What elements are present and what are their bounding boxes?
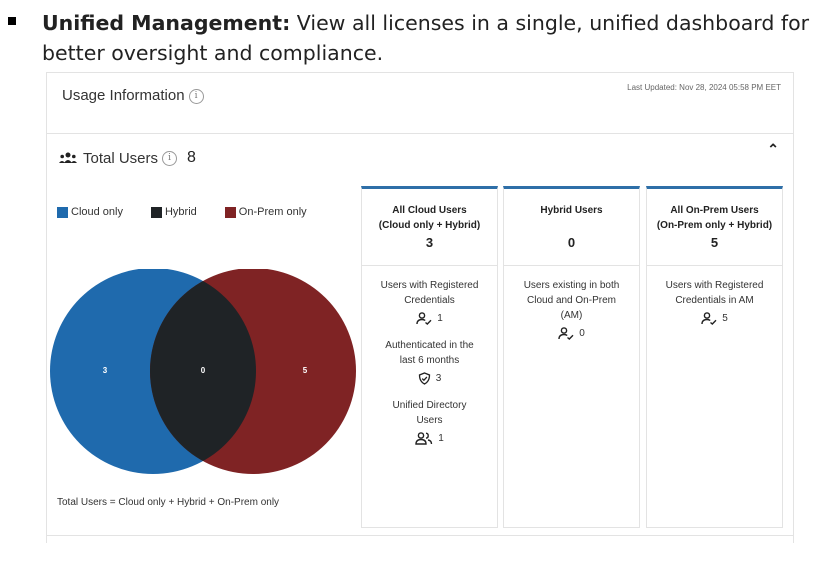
metric-label: Users with Registered: [665, 280, 764, 291]
user-check-icon: [701, 312, 717, 325]
bullet-body: View all licenses in a single, unified d…: [42, 11, 810, 65]
total-users-title: Total Users: [83, 149, 159, 167]
legend-label: On-Prem only: [238, 206, 307, 218]
metric-unified-directory: Unified Directory Users 1: [362, 398, 497, 446]
card-subtitle: (Cloud only + Hybrid): [378, 220, 481, 231]
shield-check-icon: [418, 372, 430, 385]
venn-onprem-value: 5: [303, 366, 308, 375]
venn-legend: Cloud only Hybrid On-Prem only: [57, 206, 335, 218]
metric-label: Credentials: [404, 295, 455, 306]
metric-value: 3: [435, 373, 442, 384]
total-users-count: 8: [187, 149, 196, 166]
card-title: All Cloud Users: [392, 205, 467, 216]
users-icon: [415, 432, 433, 445]
last-updated: Last Updated: Nov 28, 2024 05:58 PM EET: [627, 83, 781, 92]
metric-label: Credentials in AM: [675, 295, 754, 306]
metric-both-environments: Users existing in both Cloud and On-Prem…: [504, 278, 639, 341]
total-users-header: Total Users i 8: [59, 149, 196, 167]
metric-label: Authenticated in the: [385, 340, 474, 351]
venn-diagram: 3 0 5: [50, 269, 356, 474]
legend-swatch: [150, 206, 162, 218]
chevron-up-icon[interactable]: ⌃: [767, 141, 779, 157]
card-count: 5: [710, 235, 719, 250]
user-check-icon: [416, 312, 432, 325]
metric-value: 1: [437, 313, 443, 324]
card-header: All On-Prem Users (On-Prem only + Hybrid)…: [647, 189, 782, 266]
metric-label: (AM): [560, 310, 583, 321]
card-hybrid-users: Hybrid Users 0 Users existing in both Cl…: [503, 186, 640, 528]
metric-value: 1: [438, 433, 444, 444]
card-all-onprem-users: All On-Prem Users (On-Prem only + Hybrid)…: [646, 186, 783, 528]
metric-label: Cloud and On-Prem: [527, 295, 616, 306]
legend-label: Cloud only: [71, 206, 123, 218]
panel-divider: [47, 535, 793, 536]
card-header: All Cloud Users (Cloud only + Hybrid) 3: [362, 189, 497, 266]
card-subtitle: (On-Prem only + Hybrid): [656, 220, 773, 231]
bullet-icon: [8, 17, 16, 25]
legend-item-onprem[interactable]: On-Prem only: [224, 206, 307, 218]
card-title: Hybrid Users: [540, 205, 603, 216]
metric-label: Unified Directory: [392, 400, 467, 411]
panel-title-text: Usage Information: [62, 87, 185, 104]
card-title: All On-Prem Users: [670, 205, 759, 216]
user-check-icon: [558, 327, 574, 340]
metric-label: Users: [416, 415, 443, 426]
users-group-icon: [59, 152, 77, 163]
venn-hybrid-value: 0: [201, 366, 206, 375]
card-subtitle: [504, 218, 639, 233]
card-count: 3: [425, 235, 434, 250]
metric-label: last 6 months: [399, 355, 460, 366]
info-icon[interactable]: i: [162, 150, 178, 166]
venn-hybrid-region[interactable]: [150, 269, 356, 474]
bullet-text: Unified Management: View all licenses in…: [42, 8, 822, 68]
legend-item-hybrid[interactable]: Hybrid: [150, 206, 197, 218]
legend-swatch: [57, 206, 68, 218]
formula-text: Total Users = Cloud only + Hybrid + On-P…: [57, 497, 280, 508]
venn-cloud-value: 3: [103, 366, 108, 375]
metric-registered-credentials: Users with Registered Credentials 1: [362, 278, 497, 326]
usage-panel: Usage Information i Last Updated: Nov 28,…: [46, 72, 794, 543]
metric-label: Users existing in both: [523, 280, 620, 291]
panel-title: Usage Information i: [62, 87, 204, 104]
metric-value: 5: [722, 313, 728, 324]
card-header: Hybrid Users 0: [504, 189, 639, 266]
info-icon[interactable]: i: [188, 88, 204, 104]
legend-label: Hybrid: [164, 206, 197, 218]
bullet-bold: Unified Management:: [42, 11, 291, 35]
metric-registered-credentials-am: Users with Registered Credentials in AM …: [647, 278, 782, 326]
metric-label: Users with Registered: [380, 280, 479, 291]
metric-authenticated: Authenticated in the last 6 months 3: [362, 338, 497, 386]
legend-swatch: [224, 206, 236, 218]
card-count: 0: [567, 235, 576, 250]
panel-header: Usage Information i Last Updated: Nov 28,…: [47, 73, 793, 134]
legend-item-cloud[interactable]: Cloud only: [57, 206, 123, 218]
metric-value: 0: [579, 328, 585, 339]
card-all-cloud-users: All Cloud Users (Cloud only + Hybrid) 3 U…: [361, 186, 498, 528]
